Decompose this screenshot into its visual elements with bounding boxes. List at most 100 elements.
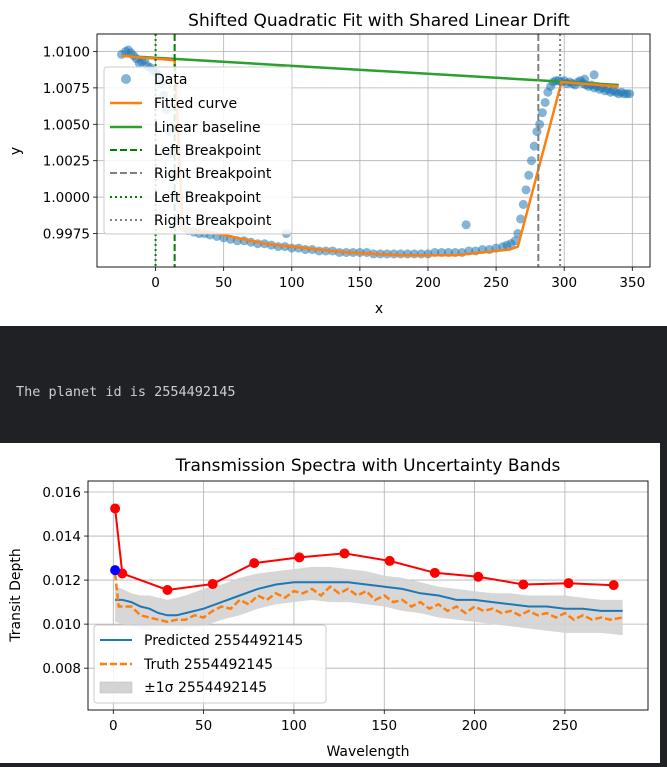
legend-entry-right-breakpoint-dotted: Right Breakpoint xyxy=(110,213,272,229)
x-tick-label: 250 xyxy=(483,275,509,291)
blue-point xyxy=(110,565,121,576)
blue-point-series xyxy=(110,565,121,576)
red-marker-point xyxy=(162,584,173,595)
notebook-output-cell: The planet id is 2554492145 xyxy=(0,326,667,443)
data-point xyxy=(537,108,547,118)
data-point xyxy=(521,185,531,195)
legend-label-fitted: Fitted curve xyxy=(154,96,237,112)
predicted-series xyxy=(115,581,623,617)
legend-label-left-dotted: Left Breakpoint xyxy=(154,190,261,206)
predicted-line xyxy=(115,581,623,617)
red-marker-point xyxy=(518,579,529,590)
y-tick-label: 0.9975 xyxy=(43,227,90,243)
data-point xyxy=(580,74,590,84)
x-tick-label: 150 xyxy=(371,718,397,734)
legend-entry-band: ±1σ 2554492145 xyxy=(99,680,267,696)
red-marker-point xyxy=(339,548,350,559)
y-tick-label: 1.0100 xyxy=(43,44,90,60)
x-tick-label: 250 xyxy=(552,718,578,734)
legend-entry-left-breakpoint-dashed: Left Breakpoint xyxy=(110,143,261,159)
y-axis-ticks: 0.008 0.010 0.012 0.014 0.016 xyxy=(42,485,88,677)
legend: Predicted 2554492145 Truth 2554492145 ±1… xyxy=(93,624,327,704)
data-point xyxy=(516,214,526,224)
x-tick-label: 0 xyxy=(151,275,160,291)
x-tick-label: 300 xyxy=(551,275,577,291)
y-tick-label: 0.012 xyxy=(42,573,81,589)
x-tick-label: 50 xyxy=(215,275,232,291)
y-tick-label: 1.0075 xyxy=(43,81,90,97)
x-tick-label: 350 xyxy=(619,275,645,291)
x-tick-label: 0 xyxy=(109,718,118,734)
data-point xyxy=(461,220,471,230)
y-tick-label: 1.0000 xyxy=(43,190,90,206)
y-tick-label: 1.0025 xyxy=(43,154,90,170)
legend-entry-baseline: Linear baseline xyxy=(110,120,261,136)
data-point xyxy=(625,89,635,99)
red-marker-point xyxy=(429,567,440,578)
linear-baseline-series xyxy=(121,54,619,87)
uncertainty-band xyxy=(115,566,623,636)
legend-label-right-dashed: Right Breakpoint xyxy=(154,166,272,182)
data-point xyxy=(589,70,599,80)
legend: Data Fitted curve Linear baseline Left B… xyxy=(103,66,293,235)
y-axis-ticks: 0.9975 1.0000 1.0025 1.0050 1.0075 1.0100 xyxy=(43,44,97,243)
y-tick-label: 0.008 xyxy=(42,661,81,677)
truth-series xyxy=(113,573,623,624)
red-marker-point xyxy=(249,558,260,569)
x-tick-label: 200 xyxy=(462,718,488,734)
uncertainty-band-series xyxy=(115,566,623,636)
grid-lines xyxy=(88,481,648,710)
panel-edge-strip xyxy=(660,443,667,763)
legend-label-truth: Truth 2554492145 xyxy=(143,657,273,673)
legend-label-band: ±1σ 2554492145 xyxy=(144,680,267,696)
data-point xyxy=(518,199,528,209)
x-tick-label: 200 xyxy=(415,275,441,291)
y-tick-label: 0.016 xyxy=(42,485,81,501)
legend-label-left-dashed: Left Breakpoint xyxy=(154,143,261,159)
data-point xyxy=(535,119,545,129)
legend-marker-data xyxy=(121,74,131,84)
legend-label-data: Data xyxy=(154,72,187,88)
chart-panel-transmission-spectra: 0 50 100 150 200 250 0.008 0.010 0.012 0.014 0.01… xyxy=(0,443,660,763)
red-marker-point xyxy=(294,552,305,563)
x-tick-label: 100 xyxy=(279,275,305,291)
transmission-spectra-chart: 0 50 100 150 200 250 0.008 0.010 0.012 0.014 0.01… xyxy=(8,456,649,760)
x-tick-label: 100 xyxy=(281,718,307,734)
data-point xyxy=(510,236,520,246)
data-point xyxy=(540,97,550,107)
legend-label-predicted: Predicted 2554492145 xyxy=(144,633,303,649)
red-marker-series xyxy=(110,503,619,595)
data-point xyxy=(529,141,539,151)
legend-patch-band xyxy=(99,681,133,694)
data-point xyxy=(524,170,534,180)
legend-label-baseline: Linear baseline xyxy=(154,120,261,136)
linear-baseline-line xyxy=(121,54,619,87)
x-axis-label: x xyxy=(375,301,383,317)
legend-entry-right-breakpoint-dashed: Right Breakpoint xyxy=(110,166,272,182)
data-point xyxy=(527,156,536,166)
legend-entry-predicted: Predicted 2554492145 xyxy=(100,633,303,649)
x-tick-label: 150 xyxy=(347,275,373,291)
red-marker-point xyxy=(473,571,484,582)
legend-entry-data: Data xyxy=(121,72,187,88)
red-marker-point xyxy=(207,579,218,590)
quadratic-fit-chart: 0 50 100 150 200 250 300 350 0.9975 1.0000 1.0025… xyxy=(8,11,651,317)
legend-box xyxy=(93,624,327,704)
chart-title: Shifted Quadratic Fit with Shared Linear… xyxy=(188,11,570,31)
red-marker-point xyxy=(563,578,574,589)
y-tick-label: 0.014 xyxy=(42,529,81,545)
legend-entry-left-breakpoint-dotted: Left Breakpoint xyxy=(110,190,261,206)
truth-line xyxy=(113,573,623,624)
plot-frame xyxy=(87,480,649,711)
x-axis-ticks: 0 50 100 150 200 250 xyxy=(109,710,578,734)
chart-panel-quadratic-fit: 0 50 100 150 200 250 300 350 0.9975 1.0000 1.0025… xyxy=(0,0,667,326)
chart-title: Transmission Spectra with Uncertainty Ba… xyxy=(175,456,561,476)
y-axis-label: y xyxy=(8,147,24,155)
legend-label-right-dotted: Right Breakpoint xyxy=(154,213,272,229)
x-axis-label: Wavelength xyxy=(326,744,409,760)
plot-frame xyxy=(96,33,651,268)
legend-entry-truth: Truth 2554492145 xyxy=(100,657,273,673)
legend-entry-fitted: Fitted curve xyxy=(110,96,237,112)
y-axis-label: Transit Depth xyxy=(8,548,24,642)
red-marker-point xyxy=(110,503,121,514)
